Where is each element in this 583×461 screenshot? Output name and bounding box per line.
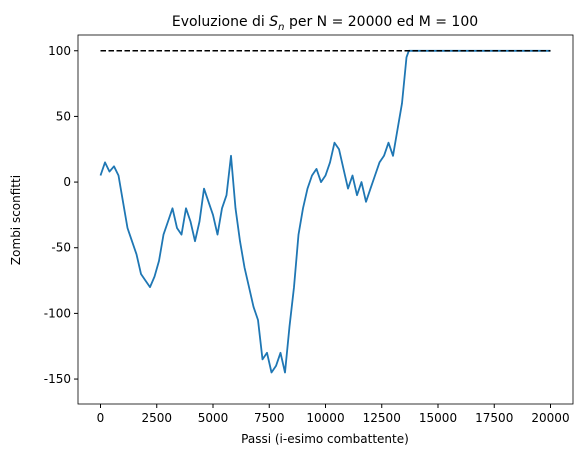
y-tick-label: 0 [63, 175, 71, 189]
x-tick-label: 7500 [254, 411, 285, 425]
x-axis-label: Passi (i-esimo combattente) [241, 432, 409, 446]
y-tick-label: 50 [56, 109, 71, 123]
y-tick-label: -150 [44, 372, 71, 386]
x-tick-label: 5000 [198, 411, 229, 425]
data-line [99, 49, 551, 374]
x-tick-label: 20000 [531, 411, 569, 425]
plot-frame [77, 34, 574, 405]
x-tick-label: 2500 [141, 411, 172, 425]
x-tick-label: 15000 [419, 411, 457, 425]
x-tick-label: 10000 [306, 411, 344, 425]
x-tick-label: 12500 [363, 411, 401, 425]
y-axis-label: Zombi sconfitti [9, 175, 23, 265]
x-tick-label: 0 [97, 411, 105, 425]
y-tick-label: -50 [51, 241, 71, 255]
x-tick-label: 17500 [475, 411, 513, 425]
y-tick-label: -100 [44, 306, 71, 320]
y-tick-label: 100 [48, 44, 71, 58]
chart-title: Evoluzione di Sn per N = 20000 ed M = 10… [172, 14, 478, 33]
